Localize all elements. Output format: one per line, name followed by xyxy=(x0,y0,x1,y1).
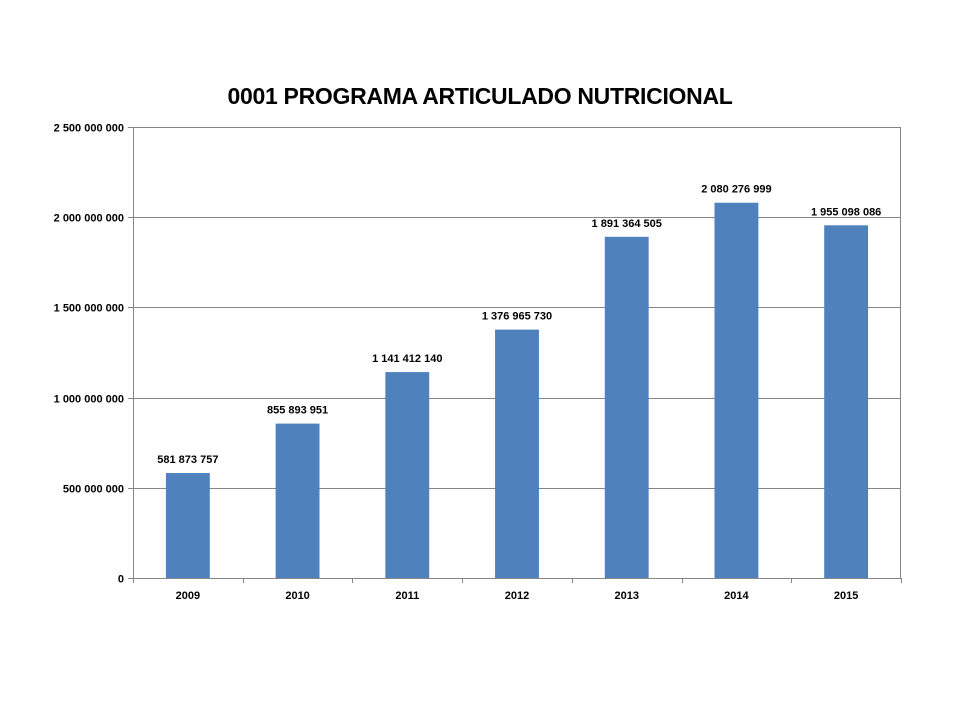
bar-value-label: 2 080 276 999 xyxy=(701,184,771,196)
bar xyxy=(385,372,430,578)
bar-value-label: 1 141 412 140 xyxy=(372,353,442,365)
y-tick-label: 0 xyxy=(118,574,124,586)
y-tick-label: 2 500 000 000 xyxy=(54,123,124,135)
y-tick-label: 1 500 000 000 xyxy=(54,303,124,315)
bar xyxy=(165,473,210,578)
y-tick-label: 1 000 000 000 xyxy=(54,394,124,406)
bar xyxy=(604,236,649,578)
bar xyxy=(275,423,320,578)
x-tick-label: 2009 xyxy=(176,590,200,602)
bar xyxy=(495,329,539,578)
bar xyxy=(714,202,759,579)
bar-value-label: 1 955 098 086 xyxy=(811,206,881,218)
x-tick-label: 2010 xyxy=(285,590,309,602)
chart-title: 0001 PROGRAMA ARTICULADO NUTRICIONAL xyxy=(227,83,733,109)
bar xyxy=(824,225,869,579)
bar-value-label: 1 376 965 730 xyxy=(482,311,552,323)
bar-value-label: 1 891 364 505 xyxy=(592,218,662,230)
x-tick-label: 2012 xyxy=(505,590,529,602)
x-tick-label: 2013 xyxy=(614,590,638,602)
y-tick-label: 500 000 000 xyxy=(63,484,124,496)
x-tick-label: 2015 xyxy=(834,590,858,602)
x-tick-label: 2014 xyxy=(724,590,749,602)
bar-value-label: 581 873 757 xyxy=(157,454,218,466)
x-tick-label: 2011 xyxy=(395,590,419,602)
bar-value-label: 855 893 951 xyxy=(267,405,328,417)
y-tick-label: 2 000 000 000 xyxy=(54,213,124,225)
